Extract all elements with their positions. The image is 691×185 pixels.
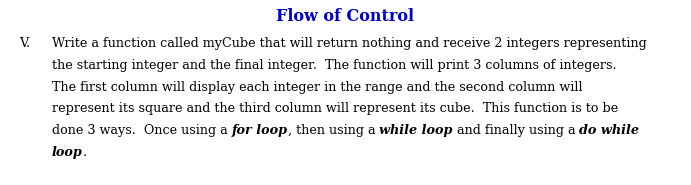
Text: represent its square and the third column will represent its cube.  This functio: represent its square and the third colum… — [52, 102, 618, 115]
Text: V.: V. — [19, 37, 30, 50]
Text: .: . — [83, 146, 86, 159]
Text: and finally using a: and finally using a — [453, 124, 579, 137]
Text: The first column will display each integer in the range and the second column wi: The first column will display each integ… — [52, 81, 583, 94]
Text: the starting integer and the final integer.  The function will print 3 columns o: the starting integer and the final integ… — [52, 59, 616, 72]
Text: Write a function called myCube that will return nothing and receive 2 integers r: Write a function called myCube that will… — [52, 37, 647, 50]
Text: while loop: while loop — [379, 124, 453, 137]
Text: do while: do while — [579, 124, 639, 137]
Text: done 3 ways.  Once using a: done 3 ways. Once using a — [52, 124, 231, 137]
Text: , then using a: , then using a — [287, 124, 379, 137]
Text: Flow of Control: Flow of Control — [276, 8, 415, 25]
Text: for loop: for loop — [231, 124, 287, 137]
Text: loop: loop — [52, 146, 83, 159]
